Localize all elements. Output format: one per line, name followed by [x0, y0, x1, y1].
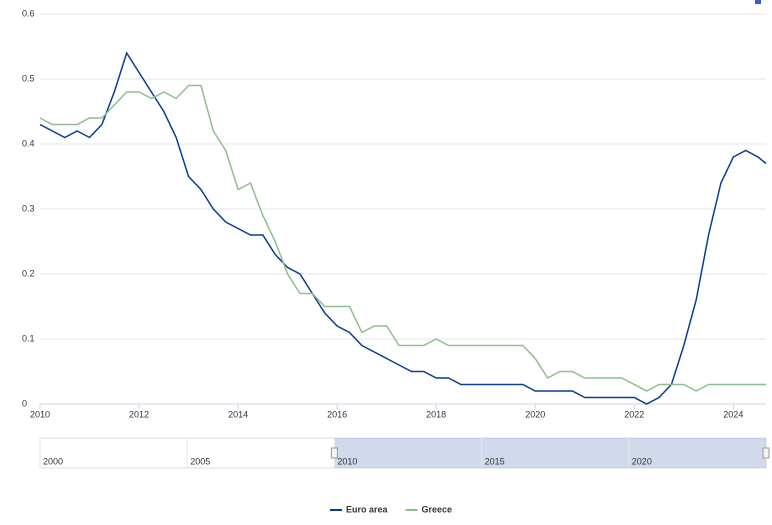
navigator-handle [330, 447, 338, 459]
navigator-tick-label: 2010 [337, 456, 357, 466]
y-tick-label: 0.6 [22, 8, 35, 18]
x-tick-label: 2016 [327, 409, 347, 419]
x-tick-label: 2020 [525, 409, 545, 419]
x-tick-label: 2012 [129, 409, 149, 419]
navigator-tick-label: 2000 [43, 456, 63, 466]
y-tick-label: 0.1 [22, 333, 35, 343]
x-tick-label: 2018 [426, 409, 446, 419]
navigator-handle [762, 447, 770, 459]
navigator-selection [334, 438, 766, 468]
series-line [39, 51, 767, 405]
navigator-tick-label: 2015 [485, 456, 505, 466]
x-tick-label: 2022 [624, 409, 644, 419]
menu-icon[interactable] [755, 0, 761, 4]
navigator-group: 2000 2005 2010 2015 2020 [39, 438, 770, 468]
x-tick-label: 2010 [30, 409, 50, 419]
x-tick-label: 2024 [723, 409, 743, 419]
navigator-tick-label: 2005 [190, 456, 210, 466]
legend-label: Euro area [346, 504, 389, 514]
navigator[interactable] [39, 437, 767, 469]
y-tick-label: 0.3 [22, 203, 35, 213]
y-tick-label: 0.2 [22, 268, 35, 278]
series-line [39, 84, 766, 392]
y-tick-label: 0 [22, 398, 27, 408]
y-tick-label: 0.5 [22, 73, 35, 83]
x-tick-label: 2014 [228, 409, 248, 419]
navigator-tick-label: 2020 [632, 456, 652, 466]
y-tick-label: 0.4 [22, 138, 35, 148]
legend-label: Greece [422, 504, 453, 514]
